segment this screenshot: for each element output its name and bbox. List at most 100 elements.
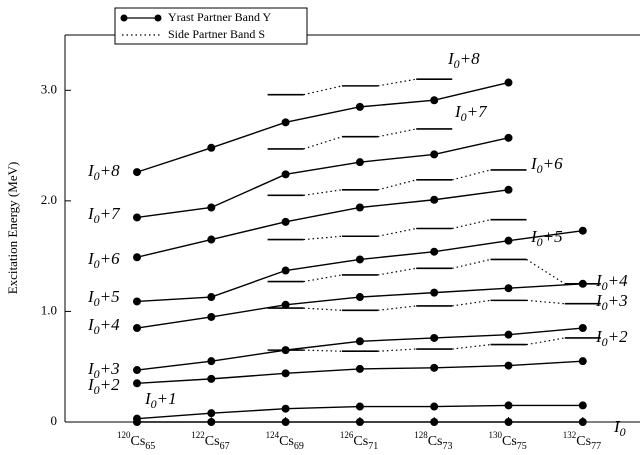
level-dot (504, 361, 513, 370)
element-symbol: Cs (131, 434, 146, 449)
band-line (304, 220, 527, 240)
level-label-sub: 0 (454, 57, 460, 71)
level-dot (578, 357, 587, 366)
level-label: I0+2 (595, 327, 628, 349)
level-dot (355, 402, 364, 411)
level-label-sub: 0 (537, 235, 543, 249)
element-symbol: Cs (353, 434, 368, 449)
band-line (304, 129, 453, 149)
level-label-rest: +3 (608, 291, 628, 310)
band-line (136, 327, 583, 371)
level-label-base: I (144, 389, 152, 408)
level-dot (133, 414, 141, 423)
level-label: I0+3 (87, 359, 120, 381)
neutron-number: 73 (442, 441, 452, 452)
level-label-rest: +8 (460, 49, 480, 68)
level-label-base: I (454, 102, 462, 121)
level-label-rest: +2 (100, 375, 120, 394)
y-axis-label: Excitation Energy (MeV) (5, 162, 20, 295)
level-dot (207, 312, 216, 321)
band-line (136, 137, 509, 219)
level-label-base: I (87, 161, 95, 180)
legend-dot (154, 14, 162, 22)
level-dot (207, 203, 216, 212)
level-label-rest: +1 (157, 389, 177, 408)
level-dot (430, 288, 439, 297)
level-dot (355, 102, 364, 111)
x-tick-label: 126Cs71 (340, 430, 378, 452)
level-dot (504, 418, 513, 426)
legend-label: Side Partner Band S (168, 27, 265, 41)
element-symbol: Cs (205, 434, 220, 449)
mass-number: 122 (191, 430, 205, 440)
level-dot (355, 364, 364, 373)
x-tick-label: 132Cs77 (563, 430, 601, 452)
level-label: I0+8 (447, 49, 480, 71)
level-label-base: I (530, 227, 538, 246)
level-label-base: I (595, 291, 603, 310)
level-label-sub: 0 (537, 162, 543, 176)
mass-number: 124 (266, 430, 280, 440)
x-tick-label: 122Cs67 (191, 430, 229, 452)
level-dot (430, 150, 439, 159)
level-dot (281, 369, 290, 378)
level-dot (207, 357, 216, 366)
level-label: I0+5 (530, 227, 563, 249)
level-label: I0+7 (87, 204, 121, 226)
x-tick-label: 128Cs73 (414, 430, 452, 452)
level-label-sub: 0 (94, 383, 100, 397)
level-label-rest: +4 (100, 315, 120, 334)
level-dot (504, 236, 513, 245)
level-label-base: I (447, 49, 455, 68)
neutron-number: 67 (220, 441, 230, 452)
level-dot (430, 418, 439, 426)
legend-label: Yrast Partner Band Y (168, 10, 272, 24)
level-label-rest: +5 (100, 287, 120, 306)
element-symbol: Cs (576, 434, 591, 449)
level-dot (578, 226, 587, 235)
level-label-rest: +3 (100, 359, 120, 378)
level-dot (281, 170, 290, 179)
level-label-sub: 0 (620, 425, 626, 439)
neutron-number: 71 (368, 441, 378, 452)
level-dot (281, 300, 290, 309)
mass-number: 130 (489, 430, 503, 440)
mass-number: 128 (414, 430, 428, 440)
neutron-number: 65 (145, 441, 155, 452)
band-line (136, 81, 509, 173)
level-label: I0+6 (87, 249, 120, 271)
level-label-sub: 0 (94, 212, 100, 226)
level-dot (133, 379, 141, 388)
level-label-sub: 0 (461, 110, 467, 124)
level-label: I0+4 (595, 271, 628, 293)
neutron-number: 75 (517, 441, 527, 452)
y-tick-label: 0 (51, 413, 58, 428)
band-line (304, 300, 601, 310)
level-dot (430, 333, 439, 342)
level-dot (578, 324, 587, 333)
level-label: I0+1 (144, 389, 177, 411)
level-label-base: I (87, 249, 95, 268)
level-label-base: I (87, 359, 95, 378)
level-label-sub: 0 (94, 295, 100, 309)
level-dot (430, 247, 439, 256)
y-tick-label: 2.0 (41, 192, 57, 207)
level-label-base: I (87, 287, 95, 306)
level-label-base: I (595, 327, 603, 346)
neutron-number: 77 (591, 441, 601, 452)
level-dot (207, 235, 216, 244)
legend-box (114, 7, 308, 45)
level-label-rest: +6 (100, 249, 120, 268)
level-dot (578, 418, 587, 426)
level-label: I0+3 (595, 291, 628, 313)
level-label-sub: 0 (94, 257, 100, 271)
level-label-sub: 0 (94, 367, 100, 381)
x-tick-label: 124Cs69 (266, 430, 304, 452)
mass-number: 132 (563, 430, 577, 440)
level-label: I0+6 (530, 154, 563, 176)
level-label-rest: +7 (100, 204, 121, 223)
x-tick-label: 120Cs65 (117, 430, 155, 452)
level-dot (133, 324, 141, 333)
level-dot (504, 401, 513, 410)
level-dot (207, 409, 216, 418)
